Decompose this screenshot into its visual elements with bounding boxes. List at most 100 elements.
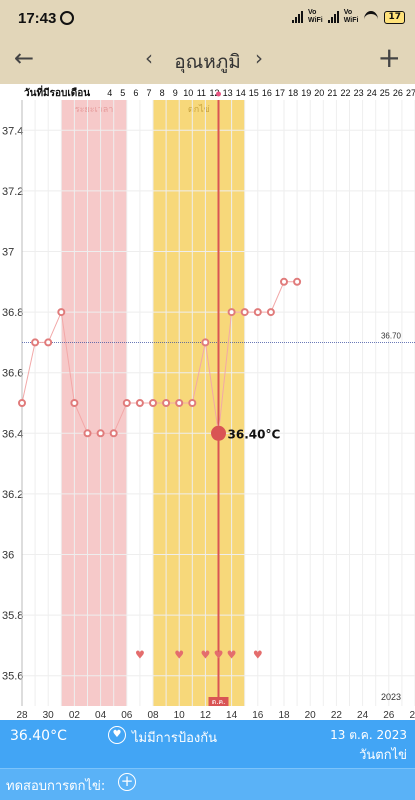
status-bar: 17:43 Vo WiFi Vo WiFi 17 <box>0 0 415 36</box>
data-point <box>175 399 184 407</box>
cycle-day-label: 18 <box>288 88 298 98</box>
selected-data-point <box>211 425 226 441</box>
x-tick-label: 28 <box>409 710 415 720</box>
app-bar: ← ‹ อุณหภูมิ › + <box>0 36 415 84</box>
fertility-label: วันตกไข่ <box>359 748 407 763</box>
signal-icon-2 <box>327 11 339 23</box>
y-tick-label: 36.8 <box>2 307 23 319</box>
data-point <box>44 338 53 347</box>
data-point <box>227 308 236 317</box>
vowifi-label-2: Vo WiFi <box>343 9 359 24</box>
chevron-right-icon[interactable]: › <box>255 46 263 70</box>
y-tick-label: 36.4 <box>2 428 23 440</box>
selected-temperature: 36.40°C <box>10 728 67 744</box>
cycle-day-label: 22 <box>340 88 350 98</box>
heart-marker: ♥ <box>227 648 237 661</box>
y-tick-label: 37 <box>2 247 14 259</box>
heart-marker: ♥ <box>135 648 145 661</box>
data-point <box>83 429 92 438</box>
status-icons: Vo WiFi Vo WiFi 17 <box>292 9 405 25</box>
x-tick-label: 24 <box>357 710 369 720</box>
cycle-day-label: 15 <box>249 88 259 98</box>
data-point <box>201 338 210 347</box>
cycle-day-label: 25 <box>380 88 390 98</box>
fertile-band-label: ตกไข่ <box>188 104 210 115</box>
data-point <box>266 308 275 317</box>
cycle-day-label: 9 <box>173 88 178 98</box>
data-point <box>162 399 171 407</box>
x-tick-label: 16 <box>252 710 264 720</box>
status-time: 17:43 <box>18 10 57 27</box>
signal-icon <box>292 11 304 23</box>
cycle-day-label: 12 <box>209 88 219 98</box>
data-point <box>18 399 26 407</box>
x-tick-label: 04 <box>95 710 107 720</box>
cycle-day-label: 8 <box>160 88 165 98</box>
x-tick-label: 26 <box>383 710 395 720</box>
data-point <box>96 429 105 438</box>
y-tick-label: 36.6 <box>2 368 23 380</box>
selected-month-marker <box>208 697 229 706</box>
heart-icon[interactable]: ♥ <box>108 726 126 744</box>
heart-marker: ♥ <box>214 648 224 661</box>
chart-svg[interactable]: ระยะเวลา ตกไข่ 35.6 35.8 36 36.2 36.4 36.6 36.8 3… <box>0 84 415 721</box>
data-point <box>188 399 197 407</box>
back-arrow-icon[interactable]: ← <box>14 44 35 72</box>
y-tick-label: 37.4 <box>2 125 23 137</box>
cycle-day-row <box>0 84 415 100</box>
reference-line-label: 36.70 <box>381 331 402 340</box>
cycle-day-label: 17 <box>275 88 285 98</box>
cycle-day-label: 7 <box>146 88 151 98</box>
cycle-day-label: 5 <box>120 88 125 98</box>
x-tick-label: 12 <box>200 710 212 720</box>
add-circle-icon[interactable]: + <box>118 773 136 791</box>
heart-marker: ♥ <box>174 648 184 661</box>
cycle-day-label: 20 <box>314 88 324 98</box>
data-point <box>31 338 40 347</box>
cycle-day-label: 14 <box>236 88 246 98</box>
temperature-chart[interactable]: ระยะเวลา ตกไข่ 35.6 35.8 36 36.2 36.4 36.6 36.8 3… <box>0 84 415 721</box>
period-band-label: ระยะเวลา <box>75 105 113 115</box>
chevron-left-icon[interactable]: ‹ <box>145 46 153 70</box>
x-tick-label: 20 <box>305 710 317 720</box>
data-point <box>109 429 118 438</box>
protection-label: ไม่มีการป้องกัน <box>132 731 217 746</box>
y-tick-label: 37.2 <box>2 186 23 198</box>
data-point <box>280 277 288 286</box>
x-tick-label: 02 <box>69 710 81 720</box>
cycle-day-label: 19 <box>301 88 311 98</box>
data-point <box>253 308 262 317</box>
selected-month-label: ต.ค. <box>212 698 226 706</box>
x-tick-label: 08 <box>147 710 159 720</box>
selected-date: 13 ต.ค. 2023 <box>330 728 407 742</box>
year-label: 2023 <box>381 692 401 702</box>
x-tick-label: 28 <box>16 710 28 720</box>
data-point <box>293 277 302 286</box>
info-bar: 36.40°C ♥ ไม่มีการป้องกัน 13 ต.ค. 2023 ว… <box>0 720 415 768</box>
cycle-day-label: 16 <box>262 88 272 98</box>
y-tick-label: 35.8 <box>2 610 23 622</box>
x-tick-label: 14 <box>226 710 238 720</box>
page-title: อุณหภูมิ <box>174 51 241 73</box>
selected-data-label: 36.40°C <box>228 427 281 441</box>
data-point <box>149 399 157 407</box>
cycle-day-label: 24 <box>367 88 377 98</box>
x-tick-label: 10 <box>174 710 186 720</box>
y-tick-label: 35.6 <box>2 671 23 683</box>
battery-icon: 17 <box>384 10 405 24</box>
cycle-day-row-label: วันที่มีรอบเดือน <box>24 85 90 99</box>
data-point <box>240 308 249 317</box>
data-point <box>57 308 66 317</box>
cycle-day-label: 27 <box>406 88 415 98</box>
ovulation-test-bar[interactable]: ทดสอบการตกไข่: + <box>0 768 415 800</box>
today-dot <box>216 91 221 97</box>
wifi-icon <box>363 11 379 23</box>
data-point <box>135 399 144 407</box>
cycle-day-label: 23 <box>354 88 364 98</box>
cycle-day-label: 6 <box>133 88 138 98</box>
add-icon[interactable]: + <box>377 41 401 74</box>
heart-marker: ♥ <box>200 648 210 661</box>
cycle-day-label: 21 <box>327 88 337 98</box>
y-tick-label: 36.2 <box>2 489 23 501</box>
x-tick-label: 06 <box>121 710 133 720</box>
